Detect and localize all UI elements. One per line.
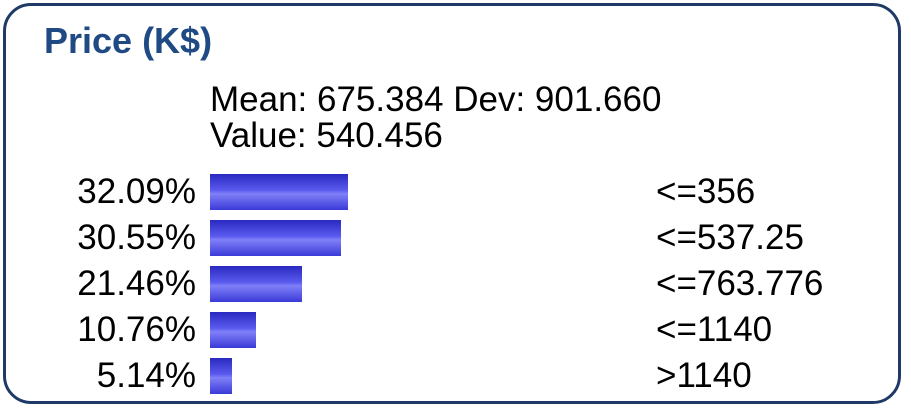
value-text: Value: 540.456: [210, 116, 443, 155]
state-row: 32.09% <=356: [6, 170, 904, 216]
state-row: 10.76% <=1140: [6, 308, 904, 354]
bar-track: [210, 312, 640, 348]
probability-bar: [210, 312, 256, 348]
probability-bar: [210, 358, 232, 394]
node-title: Price (K$): [44, 20, 213, 61]
state-row: 30.55% <=537.25: [6, 216, 904, 262]
bar-track: [210, 174, 640, 210]
state-range-label: <=763.776: [656, 264, 824, 303]
bar-track: [210, 266, 640, 302]
probability-label: 32.09%: [77, 172, 196, 211]
node-statistics: Mean: 675.384 Dev: 901.660 Value: 540.45…: [210, 82, 661, 154]
probability-label: 30.55%: [77, 218, 196, 257]
probability-bar: [210, 266, 302, 302]
bar-track: [210, 358, 640, 394]
state-row: 21.46% <=763.776: [6, 262, 904, 308]
probability-label: 21.46%: [77, 264, 196, 303]
bar-track: [210, 220, 640, 256]
state-range-label: >1140: [656, 356, 752, 395]
probability-label: 10.76%: [77, 310, 196, 349]
state-range-label: <=537.25: [656, 218, 804, 257]
state-row: 5.14% >1140: [6, 354, 904, 400]
state-range-label: <=356: [656, 172, 756, 211]
belief-node-card: Price (K$) Mean: 675.384 Dev: 901.660 Va…: [3, 3, 901, 404]
probability-bar: [210, 174, 348, 210]
mean-dev-text: Mean: 675.384 Dev: 901.660: [210, 80, 662, 119]
state-range-label: <=1140: [656, 310, 773, 349]
probability-label: 5.14%: [96, 356, 196, 395]
probability-bar: [210, 220, 341, 256]
